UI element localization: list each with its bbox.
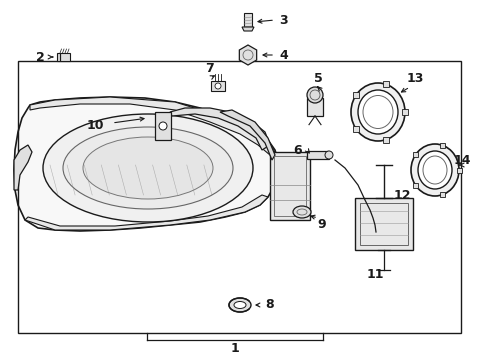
Polygon shape (14, 145, 32, 190)
Polygon shape (170, 108, 269, 150)
Bar (352, 126, 358, 132)
Text: 8: 8 (265, 298, 274, 311)
Polygon shape (242, 27, 253, 31)
Text: 1: 1 (230, 342, 239, 355)
Ellipse shape (83, 137, 213, 199)
Polygon shape (30, 97, 274, 155)
Bar (210, 81, 224, 91)
Bar (359, 203, 407, 245)
Bar (354, 198, 412, 250)
Bar (456, 167, 461, 172)
Bar (18, 61, 460, 333)
Ellipse shape (63, 127, 232, 209)
Bar (383, 81, 388, 87)
Circle shape (159, 122, 167, 130)
Circle shape (325, 151, 332, 159)
Polygon shape (220, 110, 274, 160)
Bar (412, 152, 417, 157)
Bar (412, 183, 417, 188)
Polygon shape (14, 97, 278, 231)
Bar (383, 136, 388, 143)
Text: 9: 9 (317, 217, 325, 230)
Text: 7: 7 (205, 62, 214, 75)
Bar (439, 192, 444, 197)
Bar (352, 92, 358, 98)
Bar (401, 109, 407, 115)
Circle shape (215, 83, 221, 89)
Text: 14: 14 (452, 153, 470, 166)
Ellipse shape (43, 114, 252, 222)
Text: 11: 11 (366, 269, 383, 282)
Text: 10: 10 (86, 118, 103, 131)
Circle shape (306, 87, 323, 103)
Ellipse shape (228, 298, 250, 312)
Text: 4: 4 (279, 49, 288, 62)
Bar (60, 53, 70, 61)
Bar (244, 13, 251, 27)
Text: 6: 6 (293, 144, 302, 157)
Bar (306, 98, 323, 116)
Ellipse shape (234, 302, 245, 309)
Polygon shape (57, 53, 60, 61)
Text: 2: 2 (36, 50, 44, 63)
Bar (439, 143, 444, 148)
Ellipse shape (410, 144, 458, 196)
Text: 3: 3 (279, 14, 288, 27)
Ellipse shape (350, 83, 404, 141)
Text: 5: 5 (313, 72, 322, 85)
Text: 13: 13 (406, 72, 423, 85)
Ellipse shape (357, 90, 397, 134)
Bar (155, 112, 171, 140)
Bar (269, 152, 309, 220)
Polygon shape (25, 195, 267, 230)
Bar (306, 151, 328, 159)
Ellipse shape (292, 206, 310, 218)
Bar (273, 156, 305, 216)
Polygon shape (239, 45, 256, 65)
Text: 12: 12 (392, 189, 410, 202)
Ellipse shape (417, 151, 451, 189)
